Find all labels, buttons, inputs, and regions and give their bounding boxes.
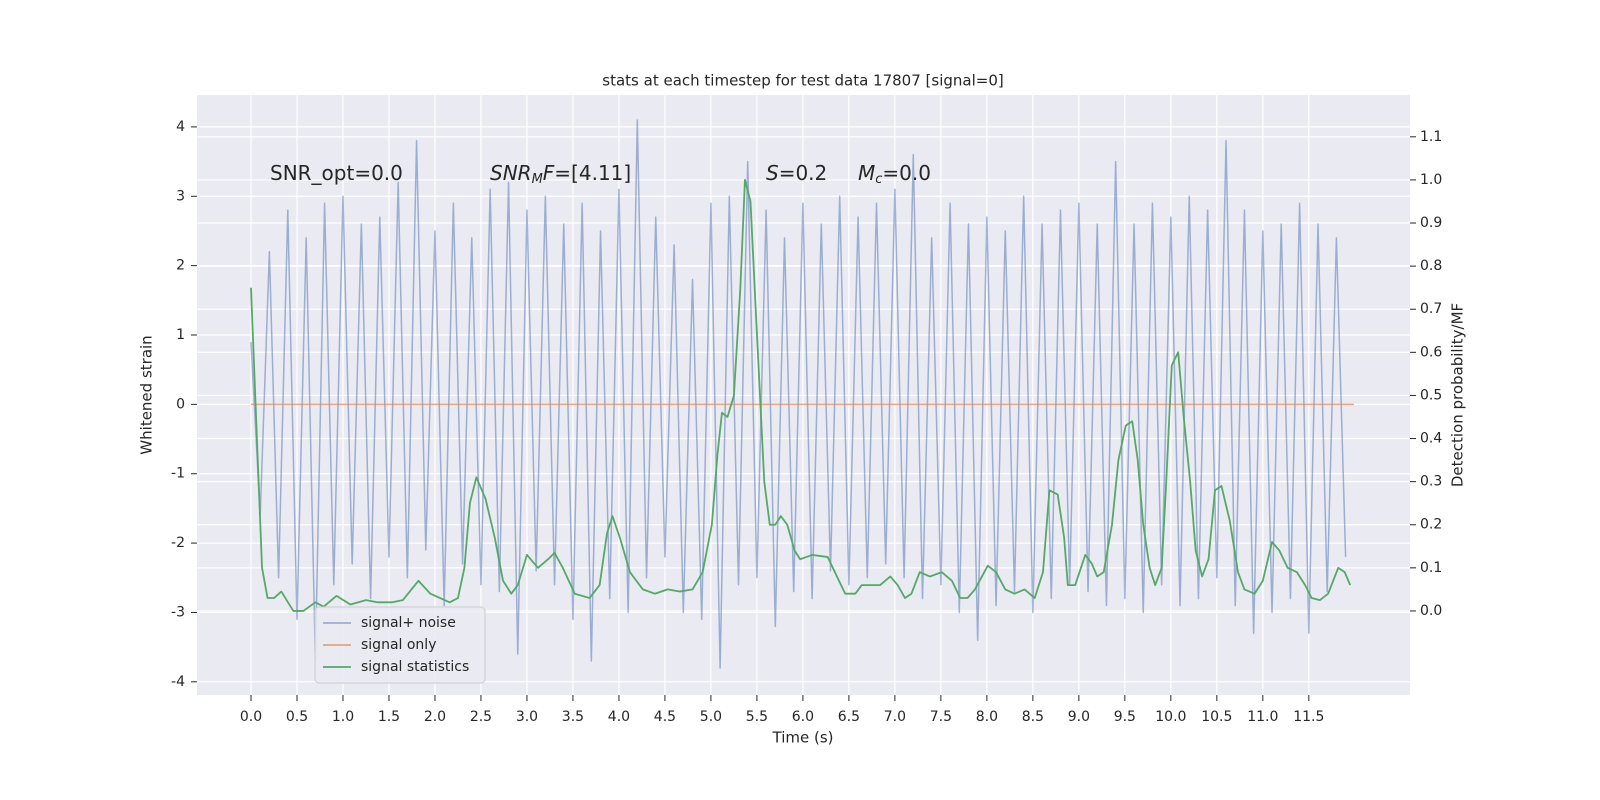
y2-tick-label: 0.7 [1420,301,1442,317]
series-line [250,179,1352,612]
x-tick-label: 4.0 [608,709,630,725]
y-tick-label: 3 [176,188,185,204]
legend-box [314,606,486,684]
x-tick-label: 6.5 [838,709,860,725]
y2-axis-label: Detection probability/MF [1449,303,1467,487]
y2-tick-label: 0.3 [1420,474,1442,490]
x-tick-label: 2.0 [424,709,446,725]
annotation-text: SNR [490,161,532,185]
x-tick-label: 5.5 [746,709,768,725]
x-tick-label: 10.5 [1201,709,1232,725]
y2-tick-label: 0.4 [1420,431,1442,447]
annotation: SNR_opt=0.0 [270,161,403,185]
annotation-text: =[4.11] [554,161,631,185]
annotation-text: S [766,161,779,185]
x-tick-label: 11.0 [1247,709,1278,725]
x-tick-label: 0.0 [240,709,262,725]
y-tick-label: 0 [176,396,185,412]
x-tick-label: 9.5 [1114,709,1136,725]
legend-label: signal statistics [361,659,469,675]
plot-area: 0.0 0.5 1.0 1.5 2.0 2.5 3.0 3.5 4.0 4.5 5.0 5.5 6.0 6… [171,95,1442,725]
legend: signal+ noise signal only signal statistic… [314,606,486,684]
x-tick-label: 3.5 [562,709,584,725]
y2-tick-label: 0.2 [1420,517,1442,533]
x-tick-label: 9.0 [1068,709,1090,725]
annotation-subscript: M [532,172,543,187]
x-tick-label: 3.0 [516,709,538,725]
x-tick-label: 8.0 [976,709,998,725]
x-tick-label: 1.0 [332,709,354,725]
annotation: Mc=0.0 [858,161,931,187]
y2-tick-label: 0.9 [1420,215,1442,231]
y-tick-label: 2 [176,258,185,274]
legend-label: signal only [361,637,436,653]
x-tick-label: 4.5 [654,709,676,725]
y-tick-label: 4 [176,119,185,135]
y2-tick-label: 0.6 [1420,344,1442,360]
annotation: SNRMF=[4.11] [490,161,631,187]
x-tick-label: 8.5 [1022,709,1044,725]
y2-tick-label: 1.1 [1420,129,1442,145]
y-tick-label: 1 [176,327,185,343]
y2-tick-label: 1.0 [1420,172,1442,188]
x-tick-label: 7.0 [884,709,906,725]
y-tick-label: -3 [171,604,185,620]
annotation-text: F [543,161,555,185]
legend-label: signal+ noise [361,615,456,631]
y2-tick-label: 0.5 [1420,387,1442,403]
y-tick-label: -2 [171,535,185,551]
annotation-subscript: c [875,172,882,187]
x-tick-label: 6.0 [792,709,814,725]
y-axis-label: Whitened strain [138,335,156,454]
y-tick-label: -4 [171,674,185,690]
y2-tick-label: 0.8 [1420,258,1442,274]
y2-tick-label: 0.0 [1420,603,1442,619]
annotation: S=0.2 [766,161,827,185]
x-tick-label: 10.0 [1155,709,1186,725]
x-tick-label: 1.5 [378,709,400,725]
x-axis-label: Time (s) [772,729,834,747]
annotation-text: M [858,161,875,185]
chart-title: stats at each timestep for test data 178… [602,72,1003,90]
annotation-text: =0.2 [779,161,828,185]
x-tick-label: 0.5 [286,709,308,725]
x-tick-label: 7.5 [930,709,952,725]
annotation-text: =0.0 [882,161,931,185]
y-tick-label: -1 [171,466,185,482]
x-tick-label: 2.5 [470,709,492,725]
y2-tick-label: 0.1 [1420,560,1442,576]
x-tick-label: 5.0 [700,709,722,725]
annotation-text: SNR_opt=0.0 [270,161,403,185]
x-tick-label: 11.5 [1293,709,1324,725]
